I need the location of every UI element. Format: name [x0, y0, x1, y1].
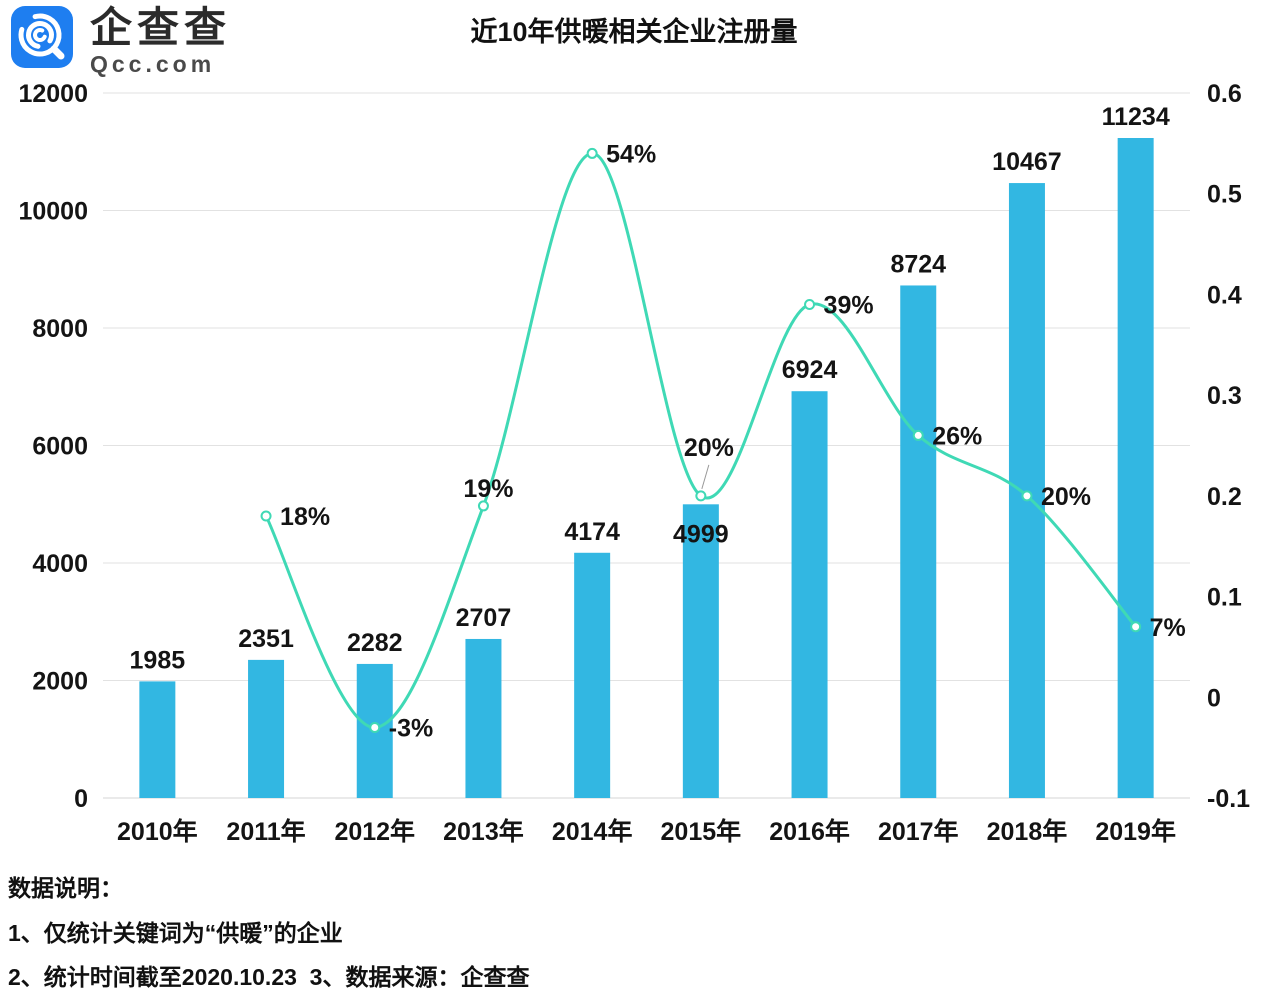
brand-domain: Qcc.com [90, 51, 216, 77]
bar-value-label: 4174 [564, 518, 620, 546]
line-marker [369, 722, 381, 733]
right-axis-tick: 0.2 [1207, 483, 1242, 511]
line-marker [695, 490, 707, 502]
line-marker [586, 147, 598, 159]
line-series: 18% -3% 19% 54% 20% 39% 26% 20% 7% [260, 140, 1186, 743]
growth-line [264, 151, 1138, 730]
line-value-label: 39% [824, 292, 874, 320]
line-value-label: 26% [932, 422, 982, 450]
line-value-label: 19% [463, 475, 513, 503]
right-axis-tick: 0.1 [1207, 584, 1242, 612]
bar-series: 1985 2010年 2351 2011年 2282 2012年 2707 2013年 4174… [117, 103, 1176, 846]
bar-value-label: 2707 [456, 604, 512, 632]
bar [1117, 138, 1154, 798]
line-marker [1130, 621, 1142, 633]
bar [139, 681, 176, 798]
x-axis-label: 2012年 [334, 817, 415, 846]
bar-value-label: 2351 [238, 625, 294, 653]
bar [682, 504, 719, 798]
bar-value-label: 1985 [130, 646, 186, 674]
left-axis-tick: 8000 [32, 315, 88, 343]
line-value-label: 20% [684, 434, 734, 462]
line-marker [804, 299, 816, 310]
right-axis-tick: 0.6 [1207, 80, 1242, 108]
right-axis-tick: -0.1 [1207, 785, 1250, 813]
x-axis-label: 2014年 [552, 817, 633, 846]
x-axis-label: 2016年 [769, 817, 850, 846]
left-axis: 12000 10000 8000 6000 4000 2000 0 [18, 80, 88, 813]
bar [791, 391, 828, 798]
x-axis-label: 2010年 [117, 817, 198, 846]
left-axis-tick: 6000 [32, 433, 88, 461]
bar-value-label: 6924 [782, 356, 838, 384]
line-value-label: 7% [1150, 614, 1186, 642]
label-leader-line [701, 464, 710, 489]
footnote-1: 1、仅统计关键词为“供暖”的企业 [8, 920, 343, 946]
bar-value-label: 8724 [890, 250, 946, 278]
brand-name: 企查查 [90, 4, 232, 51]
qcc-magnifier-icon [11, 6, 73, 68]
line-value-label: 18% [280, 503, 330, 531]
qcc-logo: 企查查 Qcc.com [10, 4, 231, 77]
logo-text: 企查查 Qcc.com [90, 4, 232, 78]
bar-value-label: 10467 [992, 148, 1062, 176]
left-axis-tick: 0 [74, 785, 88, 813]
x-axis-label: 2011年 [226, 817, 305, 846]
footnote-heading: 数据说明： [8, 875, 123, 901]
x-axis-label: 2017年 [878, 817, 959, 846]
line-value-label: -3% [389, 715, 433, 743]
gridlines [103, 92, 1190, 799]
left-axis-tick: 2000 [32, 668, 88, 696]
line-value-label: 54% [606, 140, 656, 168]
left-axis-tick: 10000 [18, 198, 88, 226]
right-axis-tick: 0.5 [1207, 181, 1242, 209]
bar [465, 638, 502, 798]
line-marker [260, 510, 272, 522]
right-axis-tick: 0 [1207, 684, 1221, 712]
line-marker [477, 500, 489, 512]
chart-title: 近10年供暖相关企业注册量 [470, 17, 798, 47]
right-axis-tick: 0.4 [1207, 281, 1242, 309]
left-axis-tick: 4000 [32, 550, 88, 578]
x-axis-label: 2015年 [661, 817, 742, 846]
right-axis: 0.6 0.5 0.4 0.3 0.2 0.1 0 -0.1 [1207, 80, 1250, 813]
combo-chart: 1200010000800060004000200000.60.50.40.30… [18, 80, 1250, 846]
bar-value-label: 2282 [347, 629, 403, 657]
bar [248, 659, 285, 798]
right-axis-tick: 0.3 [1207, 382, 1242, 410]
bar [574, 552, 611, 798]
bar-value-label: 11234 [1102, 103, 1170, 131]
footnote-2: 2、统计时间截至2020.10.23 3、数据来源：企查查 [8, 964, 530, 990]
x-axis-label: 2019年 [1095, 817, 1176, 846]
left-axis-tick: 12000 [18, 80, 88, 108]
x-axis-label: 2013年 [443, 817, 524, 846]
bar-value-label: 4999 [673, 520, 729, 548]
line-value-label: 20% [1041, 483, 1091, 511]
line-marker [1021, 490, 1033, 502]
line-marker [912, 429, 924, 441]
bar [900, 285, 937, 799]
x-axis-label: 2018年 [987, 817, 1068, 846]
